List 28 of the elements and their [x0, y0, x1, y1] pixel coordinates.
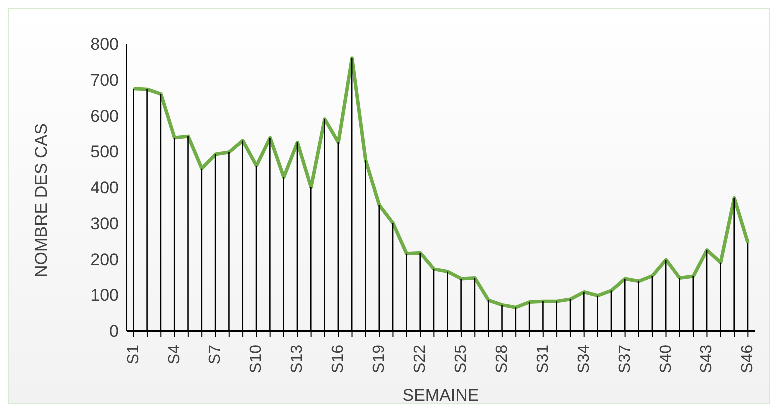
x-tick-label: S7: [207, 344, 224, 365]
line-series: [132, 56, 750, 310]
y-tick-label: 700: [90, 70, 119, 90]
y-tick-label: 500: [90, 142, 119, 162]
y-tick-label: 200: [90, 250, 119, 270]
x-tick-label: S22: [412, 344, 430, 374]
x-tick-label: S16: [330, 344, 348, 374]
x-tick-label: S4: [166, 344, 184, 365]
x-tick-label: S1: [125, 344, 142, 365]
x-tick-label: S40: [658, 344, 675, 374]
x-tick-label: S10: [248, 344, 266, 374]
y-axis-title: NOMBRE DES CAS: [32, 124, 52, 278]
y-tick-label: 0: [110, 322, 119, 342]
x-tick-label: S43: [698, 344, 716, 374]
x-tick-label: S37: [616, 344, 634, 374]
x-axis-title: SEMAINE: [402, 386, 480, 405]
y-tick-label: 800: [90, 35, 119, 54]
x-tick-label: S46: [740, 344, 757, 374]
x-tick-label: S13: [289, 344, 306, 374]
y-tick-label: 600: [90, 106, 119, 126]
x-tick-label: S25: [452, 344, 470, 374]
y-tick-label: 100: [90, 286, 119, 306]
x-tick-label: S28: [494, 344, 511, 374]
x-tick-label: S34: [576, 344, 593, 374]
x-tick-label: S31: [534, 344, 552, 374]
y-tick-label: 400: [90, 178, 119, 198]
x-tick-label: S19: [371, 344, 388, 374]
y-tick-label: 300: [90, 214, 119, 234]
